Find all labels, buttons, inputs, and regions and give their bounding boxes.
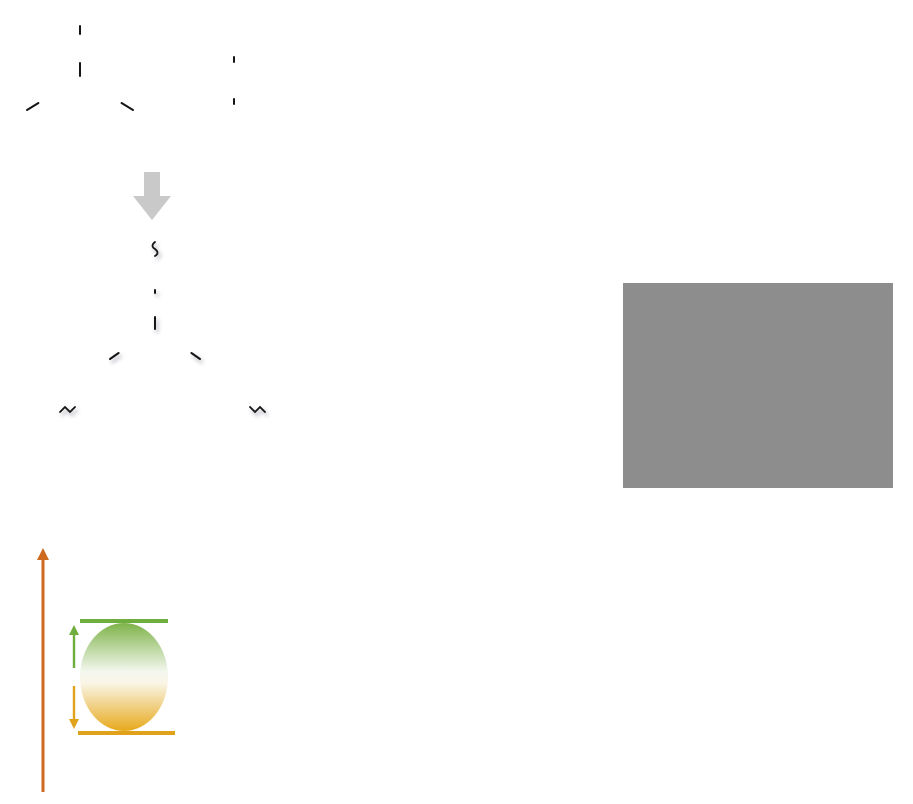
tauc-legend-phos (366, 636, 407, 654)
tauc-legend-tp (366, 653, 407, 671)
legend-swatch-dp (772, 597, 806, 601)
uv-legend-dp (772, 591, 813, 609)
tauc-x-axis-title (351, 766, 551, 786)
uv-legend-tp (772, 574, 813, 592)
energy-gap-ellipse (80, 623, 168, 731)
ftir-x-axis-title (340, 228, 540, 248)
ftir-y-axis-title (297, 19, 317, 219)
legend-swatch-phos (772, 563, 806, 567)
gap-arrow-up-head-icon (69, 625, 79, 635)
legend-swatch-dp (366, 676, 400, 680)
legend-swatch-tp (772, 580, 806, 584)
reaction-scheme (26, 25, 266, 414)
xrd-x-axis-title (340, 494, 540, 514)
uv-x-axis-title (645, 766, 845, 786)
uv-legend-phos (772, 557, 813, 575)
gap-arrow-down-head-icon (69, 719, 79, 729)
tp-structure (26, 25, 134, 111)
legend-swatch-tp (366, 659, 400, 663)
uv-y-axis-title (592, 545, 612, 745)
sem-image (623, 283, 893, 488)
xrd-y-axis-title (297, 284, 317, 484)
rdg-y-axis-title (582, 19, 602, 219)
axis-arrow-up-icon (37, 548, 49, 560)
phos-structure (59, 241, 266, 414)
energy-level-diagram (37, 548, 175, 792)
legend-swatch-phos (366, 642, 400, 646)
reaction-arrow-icon (133, 172, 171, 220)
tauc-legend-dp (366, 670, 407, 688)
rdg-x-axis-title (642, 233, 842, 253)
